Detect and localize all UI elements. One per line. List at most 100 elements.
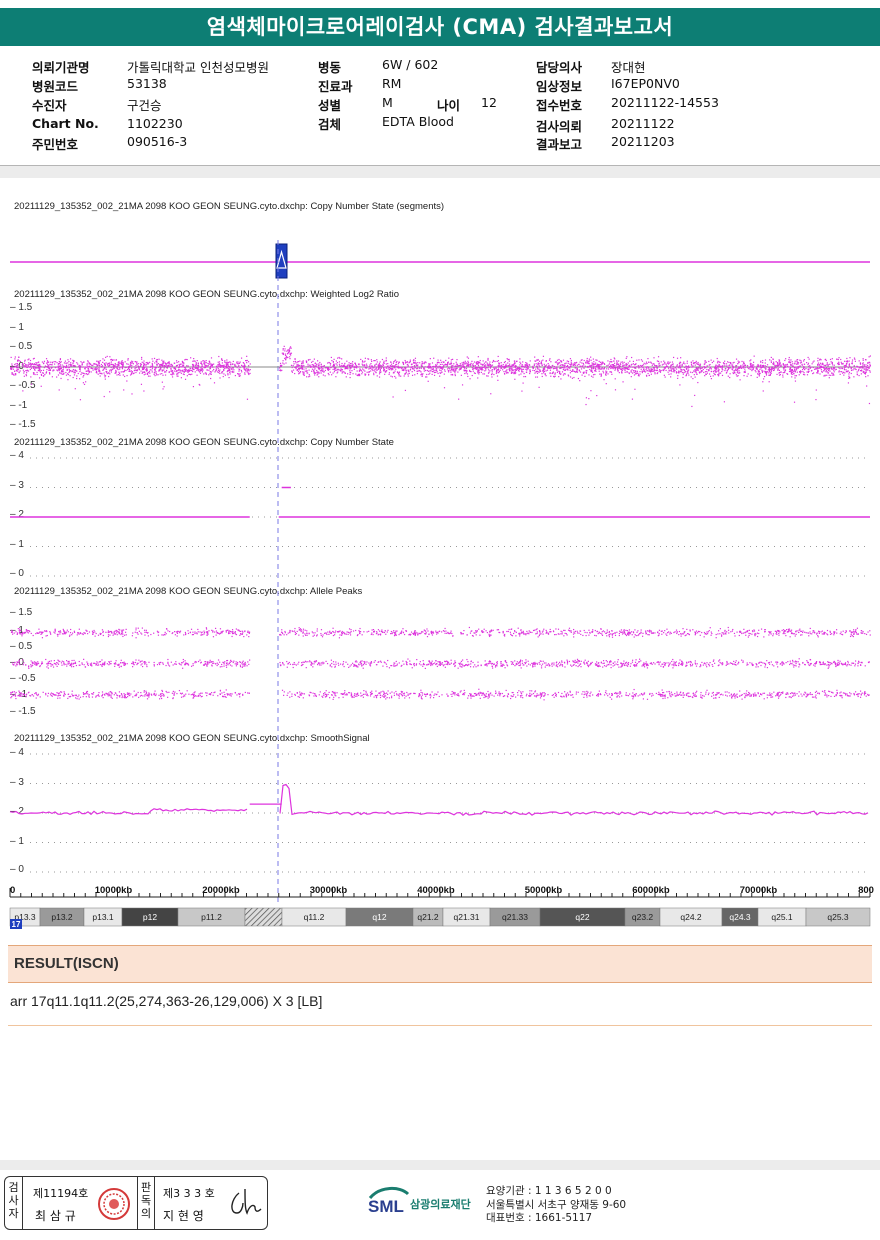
log2-point xyxy=(304,370,306,372)
log2-point xyxy=(629,360,631,362)
log2-point xyxy=(193,364,195,366)
log2-point xyxy=(691,371,693,374)
log2-point xyxy=(553,375,555,378)
panel-title-segments: 20211129_135352_002_21MA 2098 KOO GEON S… xyxy=(14,201,445,212)
allele-point xyxy=(687,692,689,694)
log2-point xyxy=(731,369,734,371)
log2-point xyxy=(215,369,218,371)
allele-point xyxy=(99,632,101,635)
allele-point xyxy=(708,665,711,667)
log2-point xyxy=(215,370,217,372)
log2-point xyxy=(222,365,224,367)
log2-point xyxy=(665,369,667,372)
log2-point xyxy=(849,365,851,368)
log2-point xyxy=(699,363,702,365)
log2-point xyxy=(375,368,377,370)
log2-point xyxy=(680,370,682,372)
allele-point xyxy=(35,697,37,699)
log2-point xyxy=(590,390,592,392)
log2-point xyxy=(794,362,796,364)
log2-point xyxy=(194,367,196,369)
log2-point xyxy=(424,366,426,368)
log2-point xyxy=(344,367,347,369)
log2-point xyxy=(66,368,68,371)
log2-point xyxy=(590,365,592,367)
log2-point xyxy=(865,371,867,373)
log2-point xyxy=(711,361,713,364)
log2-point xyxy=(124,375,126,378)
log2-point xyxy=(227,365,229,367)
log2-point xyxy=(583,364,585,366)
allele-point xyxy=(719,633,721,635)
log2-point xyxy=(344,366,346,368)
log2-point xyxy=(349,365,351,367)
log2-point xyxy=(130,372,133,374)
log2-point xyxy=(845,360,847,362)
log2-point xyxy=(389,366,391,368)
log2-point xyxy=(231,367,233,369)
log2-point xyxy=(466,373,469,375)
log2-point xyxy=(323,365,325,367)
log2-point xyxy=(408,372,410,375)
log2-point xyxy=(201,371,203,373)
log2-point xyxy=(592,367,594,370)
log2-point xyxy=(842,372,844,374)
log2-point xyxy=(192,366,194,368)
log2-point xyxy=(114,362,116,365)
log2-point xyxy=(624,369,626,371)
log2-point xyxy=(247,373,250,375)
log2-point xyxy=(670,365,672,367)
log2-point xyxy=(426,369,428,372)
log2-point xyxy=(788,358,790,361)
log2-point xyxy=(397,363,400,365)
rrn-value: 090516-3 xyxy=(127,134,188,149)
log2-point xyxy=(374,364,376,366)
log2-point xyxy=(14,358,16,360)
log2-point xyxy=(422,373,424,375)
log2-point xyxy=(802,360,805,362)
log2-point xyxy=(398,361,400,363)
log2-point xyxy=(672,368,674,370)
log2-point xyxy=(776,361,779,364)
log2-point xyxy=(841,371,843,373)
log2-point xyxy=(750,363,753,365)
log2-point xyxy=(542,370,544,372)
log2-point xyxy=(784,364,787,366)
allele-point xyxy=(207,633,209,635)
log2-point xyxy=(36,373,38,376)
allele-point xyxy=(620,666,622,668)
allele-point xyxy=(26,631,29,633)
log2-point xyxy=(817,363,819,365)
log2-point xyxy=(848,377,850,379)
log2-point xyxy=(403,368,405,370)
log2-point xyxy=(638,359,640,361)
log2-point xyxy=(705,366,707,368)
log2-point xyxy=(522,382,524,384)
log2-point xyxy=(544,373,546,375)
log2-point xyxy=(628,372,630,374)
section-gap xyxy=(0,166,880,178)
allele-point xyxy=(836,664,838,667)
log2-point xyxy=(766,372,768,374)
log2-point xyxy=(55,361,57,363)
log2-point xyxy=(336,364,338,366)
log2-point xyxy=(566,360,568,362)
log2-point xyxy=(471,364,473,366)
log2-point xyxy=(313,369,315,371)
allele-point xyxy=(666,634,668,636)
log2-point xyxy=(98,362,100,365)
log2-point xyxy=(59,361,61,364)
log2-point xyxy=(15,369,18,371)
log2-point xyxy=(126,375,128,377)
log2-point xyxy=(225,365,228,367)
allele-point xyxy=(749,693,751,695)
log2-point xyxy=(53,369,55,371)
log2-point xyxy=(866,366,868,368)
log2-point xyxy=(298,367,300,370)
log2-point xyxy=(99,372,101,375)
log2-point xyxy=(529,372,531,375)
log2-point xyxy=(867,375,869,377)
log2-point xyxy=(491,369,494,371)
log2-point xyxy=(594,368,596,370)
log2-point xyxy=(804,374,806,376)
